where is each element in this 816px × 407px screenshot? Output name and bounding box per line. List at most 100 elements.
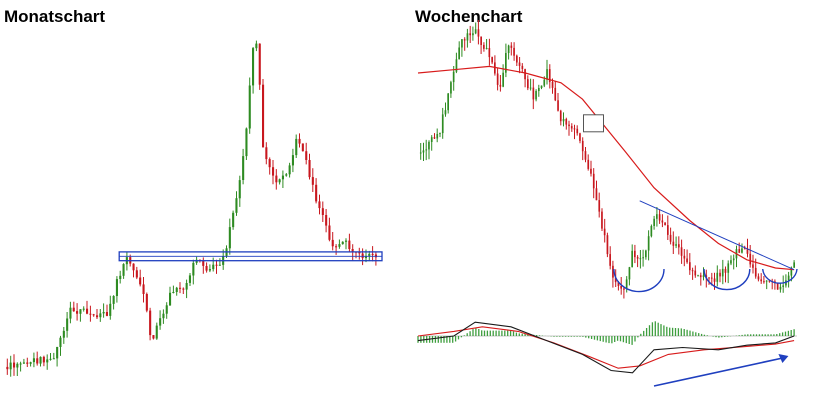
monthly-candle: [29, 362, 32, 364]
monthly-candle: [72, 307, 75, 312]
weekly-candle: [738, 249, 741, 253]
weekly-candle: [680, 247, 683, 256]
weekly-candle: [656, 214, 658, 219]
monthly-candle: [92, 314, 95, 316]
monthly-candle: [96, 315, 99, 318]
monthly-candle: [298, 138, 301, 144]
weekly-candle: [529, 87, 532, 89]
weekly-candle: [664, 222, 666, 225]
weekly-candle: [606, 235, 609, 255]
weekly-candle: [675, 244, 677, 246]
weekly-candle: [450, 82, 452, 94]
weekly-candle: [587, 159, 590, 169]
weekly-candle: [612, 265, 614, 278]
moving-average-line: [417, 65, 795, 271]
weekly-candle: [518, 62, 521, 66]
monthly-candle: [212, 264, 215, 270]
monthly-candle: [321, 208, 324, 215]
monthly-candle: [361, 253, 364, 259]
monthly-candle: [278, 179, 281, 183]
trendline-a: [639, 200, 795, 271]
weekly-candle: [609, 254, 611, 266]
weekly-candle: [458, 47, 460, 60]
weekly-candle: [763, 281, 765, 283]
weekly-candle: [496, 73, 499, 85]
weekly-candle: [592, 173, 595, 189]
weekly-candle: [702, 275, 705, 278]
right-chart-title: Wochenchart: [415, 7, 523, 26]
weekly-candle: [650, 226, 653, 237]
weekly-candle: [730, 260, 732, 264]
monthly-candle: [172, 292, 175, 293]
weekly-candle: [491, 57, 493, 63]
monthly-candle: [152, 335, 155, 339]
weekly-candle: [620, 286, 622, 289]
weekly-candle: [543, 79, 546, 86]
weekly-candle: [741, 248, 743, 253]
weekly-candle: [524, 69, 526, 80]
weekly-candle: [439, 133, 441, 135]
weekly-candle: [474, 29, 477, 34]
weekly-candle: [683, 255, 686, 259]
weekly-candle: [488, 48, 491, 58]
monthly-candle: [185, 283, 188, 290]
monthly-candle: [335, 246, 338, 248]
macd-line: [417, 321, 795, 374]
monthly-candle: [162, 313, 165, 319]
monthly-candle: [325, 215, 328, 226]
monthly-candle: [179, 287, 182, 289]
monthly-candle: [252, 48, 255, 86]
monthly-candle: [56, 347, 59, 359]
monthly-candle: [205, 266, 208, 271]
monthly-candle: [109, 303, 112, 316]
monthly-candle: [19, 363, 22, 365]
monthly-candle: [371, 253, 374, 255]
weekly-candle: [463, 39, 466, 41]
weekly-candle: [419, 152, 422, 154]
monthly-candle: [142, 284, 145, 294]
rounded-bottom-arc: [762, 268, 798, 284]
weekly-candle: [625, 279, 628, 290]
weekly-candle: [595, 188, 598, 201]
monthly-candle: [188, 275, 191, 283]
monthly-candle: [105, 312, 108, 316]
weekly-candle: [760, 279, 762, 282]
weekly-candle: [645, 250, 647, 258]
monthly-candle: [235, 198, 238, 213]
weekly-candle: [617, 282, 620, 286]
monthly-candle: [6, 366, 9, 370]
weekly-candle: [697, 275, 699, 277]
monthly-candle: [281, 175, 284, 180]
weekly-candle: [502, 72, 504, 87]
monthly-candle: [79, 309, 82, 314]
weekly-candle: [713, 278, 716, 282]
monthly-candle: [182, 288, 185, 290]
weekly-candle: [787, 275, 790, 281]
monthly-candle: [228, 227, 231, 249]
weekly-candle: [527, 79, 529, 89]
weekly-candle: [719, 272, 721, 277]
weekly-candle: [554, 87, 557, 101]
monthly-candle: [119, 275, 122, 279]
weekly-candle: [708, 277, 710, 279]
monthly-candle: [66, 318, 69, 331]
weekly-candle: [428, 141, 430, 150]
monthly-candle: [69, 307, 72, 319]
weekly-candle: [699, 275, 702, 278]
monthly-candle: [275, 175, 278, 183]
weekly-candle: [672, 241, 675, 246]
weekly-candle: [433, 137, 436, 139]
weekly-candle: [483, 44, 485, 49]
monthly-candle: [59, 337, 62, 347]
weekly-candle: [576, 128, 579, 134]
monthly-candle: [192, 262, 195, 276]
monthly-candle: [16, 363, 19, 368]
weekly-candle: [469, 33, 471, 36]
weekly-candle: [570, 126, 573, 129]
monthly-candle: [328, 225, 331, 240]
weekly-candle: [782, 285, 784, 287]
weekly-candle: [455, 59, 458, 72]
monthly-candle: [262, 84, 265, 148]
weekly-candle: [754, 267, 757, 277]
weekly-candle: [628, 267, 631, 280]
